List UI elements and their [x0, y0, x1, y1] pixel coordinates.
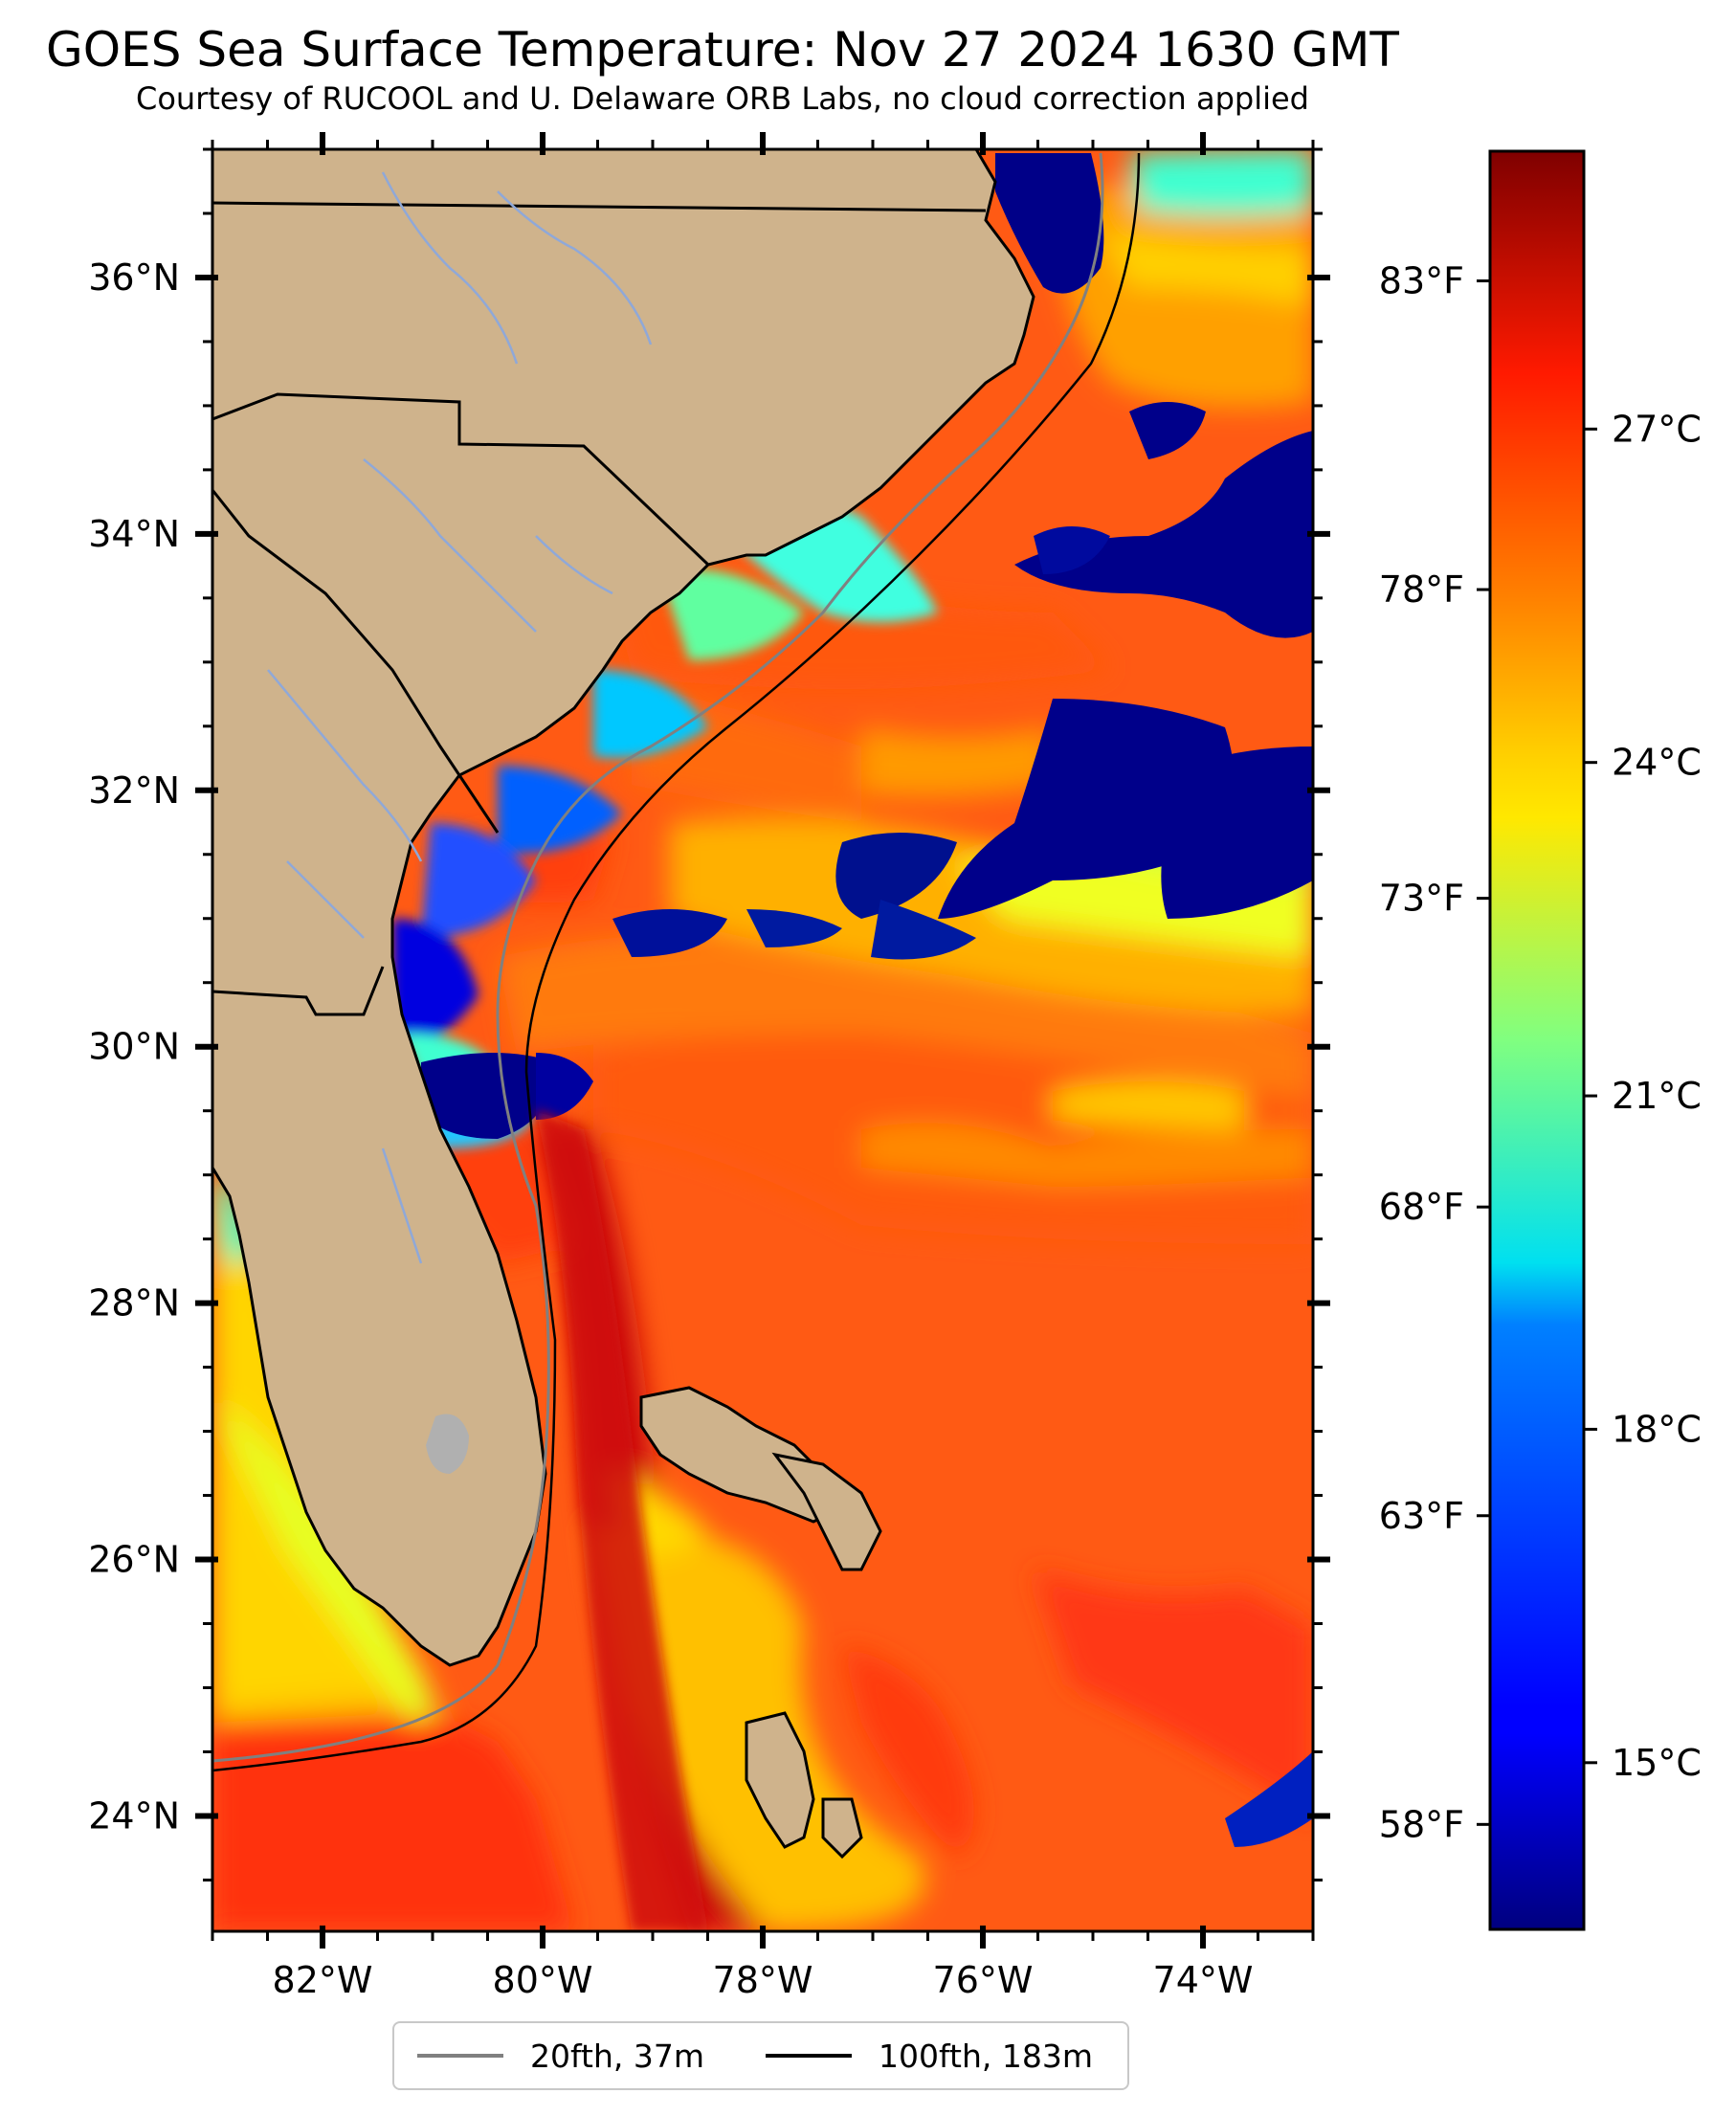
colorbar-ticks: 27°C 24°C 21°C 18°C 15°C 83°F 78°F 73°F 68°F 63°F…: [1379, 259, 1702, 1845]
legend-line-100fth: [766, 2054, 852, 2058]
contour-legend: 20fth, 37m 100fth, 183m: [392, 2021, 1129, 2090]
colorbar: [1488, 149, 1586, 1931]
lake-okeechobee: [426, 1414, 469, 1474]
map-title: GOES Sea Surface Temperature: Nov 27 202…: [46, 22, 1399, 78]
longitude-label: 78°W: [713, 1959, 813, 2001]
longitude-label: 74°W: [1153, 1959, 1254, 2001]
abaco-island: [771, 1452, 882, 1571]
map-subtitle: Courtesy of RUCOOL and U. Delaware ORB L…: [136, 80, 1309, 117]
sst-field: [212, 149, 1313, 1931]
fahrenheit-tick-label: 73°F: [1379, 878, 1464, 920]
longitude-label: 76°W: [933, 1959, 1034, 2001]
latitude-label: 36°N: [88, 256, 180, 299]
andros-island: [745, 1711, 815, 1849]
state-boundaries: [212, 201, 987, 1016]
legend-item-100fth: 100fth, 183m: [766, 2038, 1093, 2075]
legend-line-20fth: [417, 2054, 503, 2058]
cloud-contamination: [421, 153, 1313, 1847]
map-ticks: [195, 132, 1330, 1949]
longitude-label: 80°W: [493, 1959, 593, 2001]
celsius-tick-label: 27°C: [1612, 408, 1702, 450]
celsius-tick-label: 18°C: [1612, 1408, 1702, 1450]
latitude-label: 34°N: [88, 513, 180, 555]
latitude-label: 32°N: [88, 769, 180, 812]
depth-contour-100fth: [212, 152, 1141, 1772]
celsius-tick-label: 21°C: [1612, 1075, 1702, 1117]
small-island: [821, 1797, 863, 1860]
longitude-labels: 82°W 80°W 78°W 76°W 74°W: [273, 1959, 1254, 2001]
celsius-tick-label: 15°C: [1612, 1742, 1702, 1784]
sst-map-area: [212, 149, 1313, 1931]
legend-label-100fth: 100fth, 183m: [879, 2037, 1093, 2075]
legend-item-20fth: 20fth, 37m: [417, 2038, 704, 2075]
fahrenheit-tick-label: 58°F: [1379, 1803, 1464, 1845]
latitude-label: 28°N: [88, 1282, 180, 1325]
latitude-label: 24°N: [88, 1794, 180, 1837]
fahrenheit-tick-label: 78°F: [1379, 568, 1464, 611]
depth-contour-20fth: [212, 152, 1104, 1763]
longitude-label: 82°W: [273, 1959, 373, 2001]
fahrenheit-tick-label: 83°F: [1379, 259, 1464, 301]
celsius-tick-label: 24°C: [1612, 742, 1702, 784]
latitude-labels: 36°N 34°N 32°N 30°N 28°N 26°N 24°N: [88, 256, 180, 1837]
rivers: [267, 171, 653, 1264]
legend-label-20fth: 20fth, 37m: [530, 2037, 704, 2075]
gulf-stream: [536, 1110, 708, 1931]
fahrenheit-tick-label: 68°F: [1379, 1186, 1464, 1228]
latitude-label: 30°N: [88, 1026, 180, 1068]
latitude-label: 26°N: [88, 1539, 180, 1581]
us-landmass: [212, 149, 1035, 1667]
fahrenheit-tick-label: 63°F: [1379, 1495, 1464, 1537]
